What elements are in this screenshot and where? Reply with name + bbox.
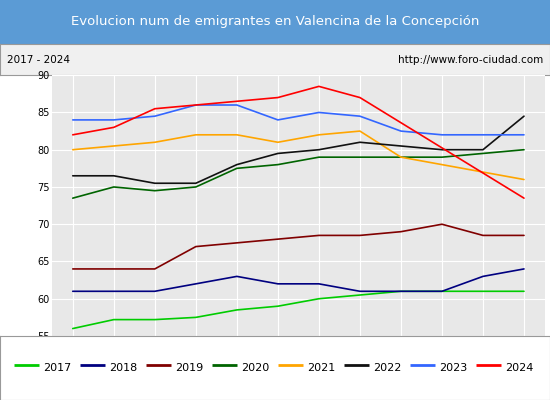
Text: 2017 - 2024: 2017 - 2024 [7,55,70,65]
Text: 2022: 2022 [373,363,402,373]
Text: 2023: 2023 [439,363,467,373]
Text: 2019: 2019 [175,363,203,373]
Text: 2018: 2018 [109,363,137,373]
Text: 2017: 2017 [43,363,71,373]
Text: 2024: 2024 [505,363,534,373]
Text: Evolucion num de emigrantes en Valencina de la Concepción: Evolucion num de emigrantes en Valencina… [71,16,479,28]
Text: 2020: 2020 [241,363,269,373]
Text: http://www.foro-ciudad.com: http://www.foro-ciudad.com [398,55,543,65]
Text: 2021: 2021 [307,363,335,373]
